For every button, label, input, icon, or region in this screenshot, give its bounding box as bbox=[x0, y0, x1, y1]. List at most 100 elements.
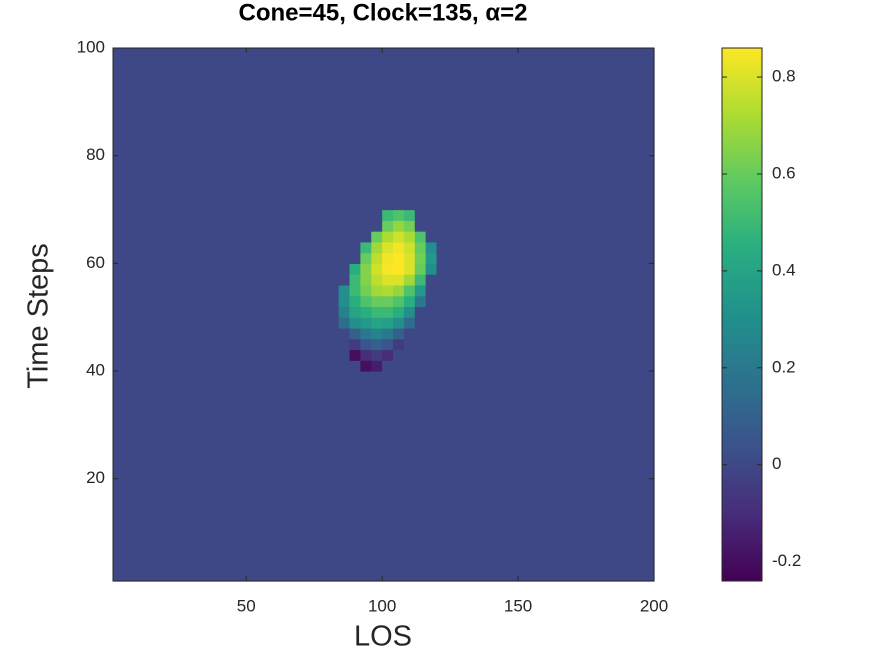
heatmap-cell bbox=[360, 349, 372, 361]
heatmap-cell bbox=[436, 220, 655, 232]
heatmap-cell bbox=[436, 284, 655, 297]
heatmap-cell bbox=[113, 327, 340, 340]
heatmap-cell bbox=[360, 48, 372, 211]
heatmap-cell bbox=[338, 327, 351, 340]
heatmap-cell bbox=[436, 209, 655, 221]
colorbar-tick-label: 0.8 bbox=[772, 67, 796, 86]
heatmap-cell bbox=[436, 48, 655, 211]
heatmap-cell bbox=[414, 317, 427, 329]
heatmap-cell bbox=[425, 48, 438, 211]
heatmap-cell bbox=[414, 371, 427, 582]
heatmap-cell bbox=[349, 274, 361, 286]
heatmap-cell bbox=[436, 252, 655, 264]
heatmap-cell bbox=[371, 274, 383, 286]
heatmap-cell bbox=[414, 306, 427, 318]
heatmap-cell bbox=[349, 349, 361, 361]
heatmap-cell bbox=[349, 252, 361, 264]
heatmap-cell bbox=[382, 371, 394, 582]
heatmap-cell bbox=[414, 349, 427, 361]
heatmap-cell bbox=[113, 241, 340, 254]
heatmap-cell bbox=[393, 252, 405, 264]
heatmap-cell bbox=[382, 284, 394, 297]
x-tick-label: 50 bbox=[237, 596, 256, 615]
heatmap-cell bbox=[349, 338, 361, 351]
heatmap-cell bbox=[436, 338, 655, 351]
x-tick-label: 200 bbox=[640, 596, 668, 615]
heatmap-cell bbox=[349, 317, 361, 329]
heatmap-cell bbox=[360, 241, 372, 254]
heatmap-cell bbox=[349, 371, 361, 582]
heatmap-cell bbox=[360, 327, 372, 340]
heatmap-cell bbox=[113, 371, 340, 582]
heatmap-cell bbox=[403, 263, 416, 275]
y-tick-label: 20 bbox=[86, 468, 105, 487]
heatmap-cell bbox=[113, 252, 340, 264]
heatmap-cell bbox=[436, 231, 655, 243]
heatmap-cell bbox=[338, 231, 351, 243]
heatmap-cell bbox=[403, 231, 416, 243]
heatmap-cell bbox=[349, 209, 361, 221]
heatmap-cell bbox=[360, 338, 372, 351]
heatmap-cell bbox=[425, 327, 438, 340]
heatmap-cell bbox=[113, 48, 340, 211]
heatmap-cell bbox=[113, 349, 340, 361]
heatmap-cell bbox=[113, 231, 340, 243]
heatmap-cell bbox=[360, 360, 372, 372]
heatmap-cell bbox=[393, 220, 405, 232]
heatmap-cell bbox=[403, 48, 416, 211]
heatmap-cell bbox=[436, 371, 655, 582]
chart-title: Cone=45, Clock=135, α=2 bbox=[239, 0, 528, 26]
heatmap-cell bbox=[414, 338, 427, 351]
heatmap-cell bbox=[371, 231, 383, 243]
heatmap-cell bbox=[382, 360, 394, 372]
heatmap-cell bbox=[360, 274, 372, 286]
heatmap-cell bbox=[393, 306, 405, 318]
colorbar bbox=[721, 47, 763, 582]
heatmap-cell bbox=[393, 317, 405, 329]
heatmap-cell bbox=[371, 295, 383, 308]
heatmap-cell bbox=[425, 317, 438, 329]
heatmap-cell bbox=[425, 371, 438, 582]
heatmap-cell bbox=[349, 360, 361, 372]
heatmap-cell bbox=[338, 263, 351, 275]
heatmap-cell bbox=[113, 209, 340, 221]
y-tick-label: 80 bbox=[86, 145, 105, 164]
heatmap-cell bbox=[425, 306, 438, 318]
heatmap-cell bbox=[371, 252, 383, 264]
heatmap-cell bbox=[360, 306, 372, 318]
heatmap-cell bbox=[360, 231, 372, 243]
heatmap-cell bbox=[382, 295, 394, 308]
heatmap-cell bbox=[113, 338, 340, 351]
heatmap-cell bbox=[393, 360, 405, 372]
heatmap-cell bbox=[349, 327, 361, 340]
heatmap-cell bbox=[338, 209, 351, 221]
heatmap-cell bbox=[403, 295, 416, 308]
heatmap-cell bbox=[403, 338, 416, 351]
heatmap-cell bbox=[414, 220, 427, 232]
heatmap-cell bbox=[403, 209, 416, 221]
heatmap-cell bbox=[436, 263, 655, 275]
heatmap-cell bbox=[371, 48, 383, 211]
colorbar-tick-label: 0.2 bbox=[772, 357, 796, 376]
heatmap-cell bbox=[382, 231, 394, 243]
heatmap-cell bbox=[414, 231, 427, 243]
heatmap-cell bbox=[371, 338, 383, 351]
heatmap-cell bbox=[382, 220, 394, 232]
heatmap-cell bbox=[425, 263, 438, 275]
heatmap-cell bbox=[113, 274, 340, 286]
heatmap-cell bbox=[113, 220, 340, 232]
heatmap-cell bbox=[382, 252, 394, 264]
heatmap-cell bbox=[425, 220, 438, 232]
heatmap-cell bbox=[403, 327, 416, 340]
colorbar-tick-label: 0.6 bbox=[772, 163, 796, 182]
heatmap-cell bbox=[436, 327, 655, 340]
heatmap-cell bbox=[360, 371, 372, 582]
heatmap-cell bbox=[393, 274, 405, 286]
heatmap-cell bbox=[371, 263, 383, 275]
heatmap-cell bbox=[338, 295, 351, 308]
heatmap-cell bbox=[338, 317, 351, 329]
heatmap-cell bbox=[371, 360, 383, 372]
heatmap-cell bbox=[382, 241, 394, 254]
heatmap-cell bbox=[371, 327, 383, 340]
